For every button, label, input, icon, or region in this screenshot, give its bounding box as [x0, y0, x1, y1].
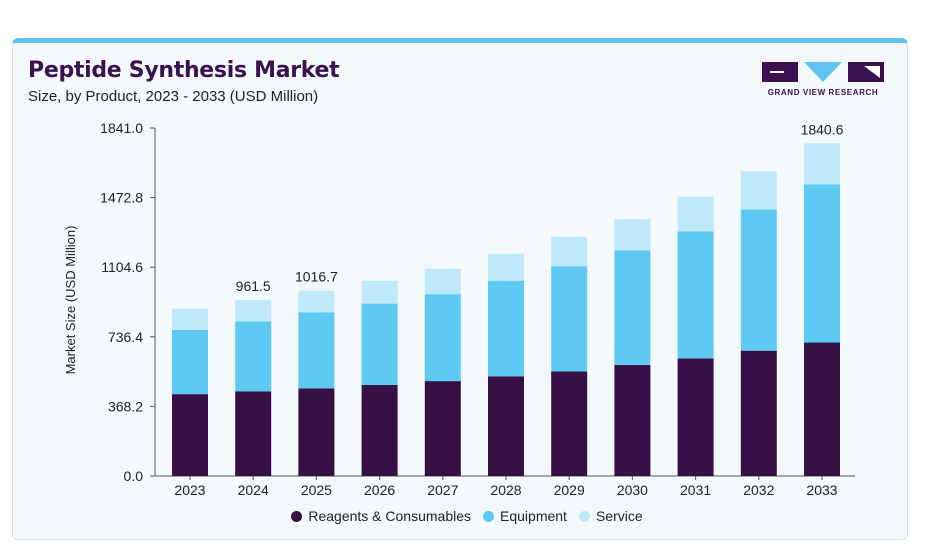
data-label: 1840.6	[801, 121, 844, 137]
y-tick-label: 1841.0	[100, 120, 143, 136]
legend-item: Reagents & Consumables	[291, 508, 471, 524]
bar-segment	[361, 280, 398, 304]
bar-segment	[488, 280, 524, 377]
bar-segment	[361, 384, 398, 476]
bar-segment	[551, 236, 588, 267]
x-tick-label: 2032	[743, 482, 774, 498]
x-tick-label: 2030	[617, 482, 648, 498]
bar-segment	[677, 358, 714, 476]
legend-item: Equipment	[483, 508, 567, 524]
y-tick-label: 1472.8	[100, 190, 143, 206]
bar-segment	[804, 143, 840, 185]
x-tick-label: 2031	[680, 482, 711, 498]
y-tick-label: 736.4	[108, 329, 143, 345]
bar-segment	[488, 253, 524, 281]
x-tick-label: 2024	[238, 482, 269, 498]
y-tick-label: 368.2	[108, 398, 143, 414]
bar-segment	[424, 381, 461, 476]
bar-segment	[424, 294, 461, 382]
x-tick-label: 2025	[301, 482, 332, 498]
logo-text: GRAND VIEW RESEARCH	[767, 88, 879, 97]
bar-segment	[172, 329, 208, 395]
x-tick-label: 2029	[554, 482, 585, 498]
x-tick-label: 2026	[364, 482, 395, 498]
bar-segment	[740, 209, 777, 351]
x-tick-label: 2033	[806, 482, 837, 498]
bar-segment	[677, 231, 714, 359]
grand-view-research-logo	[762, 62, 884, 82]
bar-segment	[614, 218, 651, 251]
data-label: 1016.7	[295, 269, 338, 285]
chart-legend: Reagents & Consumables Equipment Service	[0, 508, 934, 524]
y-axis-label: Market Size (USD Million)	[63, 226, 78, 375]
bar-segment	[488, 376, 524, 476]
bar-segment	[614, 365, 651, 476]
legend-item: Service	[578, 508, 643, 524]
legend-marker	[483, 511, 495, 522]
legend-label: Equipment	[500, 508, 567, 524]
bar-segment	[172, 394, 208, 476]
bar-segment	[172, 308, 208, 330]
data-label: 961.5	[236, 278, 271, 294]
bar-segment	[740, 171, 777, 210]
legend-marker	[578, 511, 590, 522]
bar-segment	[804, 342, 840, 476]
bar-segment	[235, 321, 272, 392]
bar-segment	[551, 371, 588, 476]
legend-label: Reagents & Consumables	[308, 508, 472, 524]
chart-subtitle: Size, by Product, 2023 - 2033 (USD Milli…	[28, 88, 319, 105]
bar-segment	[361, 303, 398, 385]
legend-label: Service	[595, 508, 643, 524]
x-tick-label: 2028	[490, 482, 521, 498]
x-tick-label: 2027	[427, 482, 458, 498]
bar-segment	[235, 391, 272, 476]
bar-segment	[614, 250, 651, 366]
chart-title: Peptide Synthesis Market	[28, 58, 340, 83]
bar-segment	[298, 312, 335, 389]
bar-segment	[804, 184, 840, 343]
bar-segment	[298, 290, 335, 313]
bar-segment	[235, 300, 272, 322]
bar-segment	[424, 268, 461, 295]
legend-marker	[291, 511, 303, 522]
bar-segment	[740, 350, 777, 476]
bar-segment	[677, 196, 714, 232]
bar-segment	[298, 388, 335, 476]
x-tick-label: 2023	[174, 482, 205, 498]
y-tick-label: 1104.6	[101, 259, 143, 275]
bar-segment	[551, 266, 588, 372]
y-tick-label: 0.0	[124, 468, 144, 484]
